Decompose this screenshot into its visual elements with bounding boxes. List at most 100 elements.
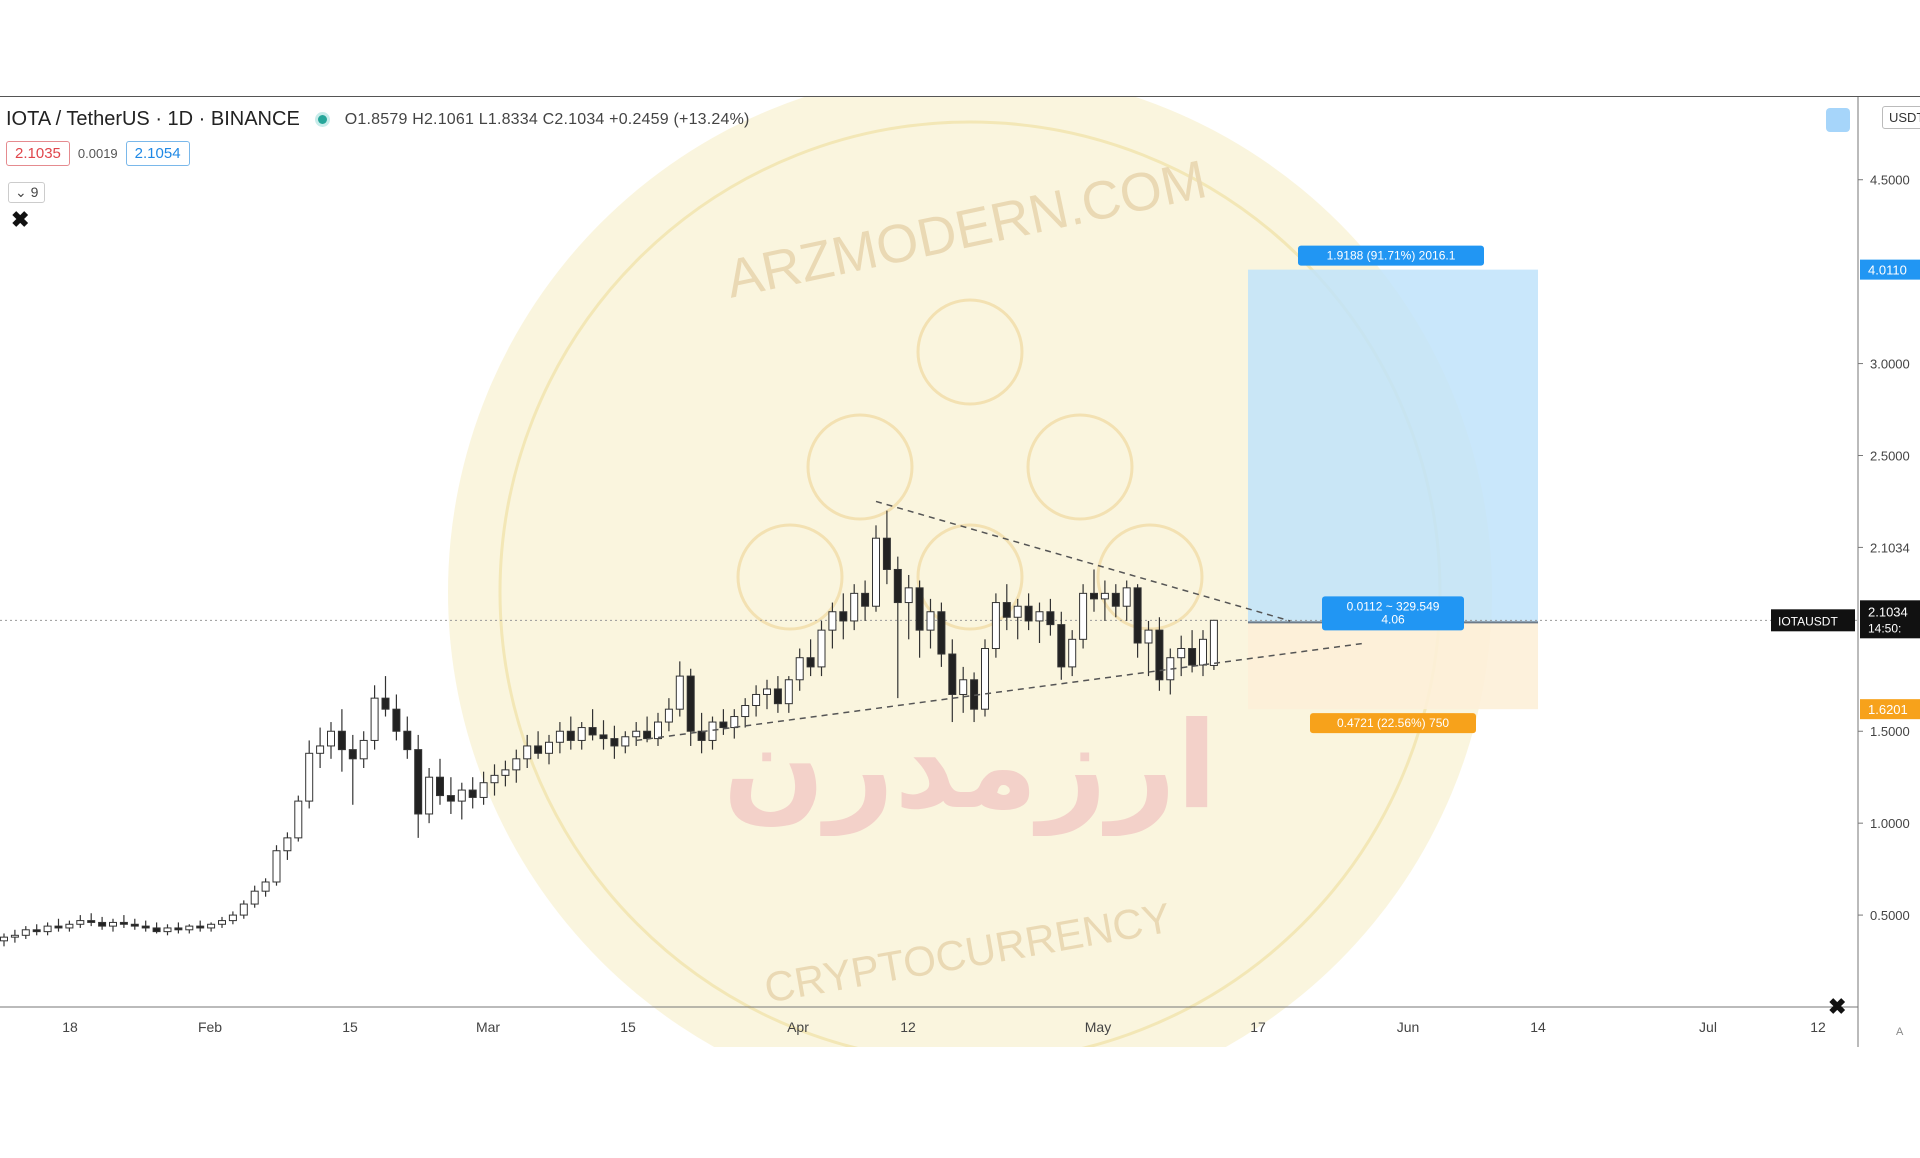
symbol-tag: IOTAUSDT xyxy=(1778,614,1838,628)
candle xyxy=(457,782,466,820)
spread-value: 0.0019 xyxy=(77,146,118,161)
candle-body-down xyxy=(893,568,902,604)
candle-body-up xyxy=(1013,605,1022,618)
candle xyxy=(512,749,521,783)
candle xyxy=(261,878,270,897)
candle-body-up xyxy=(1177,648,1186,659)
candle-body-down xyxy=(414,749,423,815)
candle xyxy=(1188,630,1197,673)
candle-body-up xyxy=(1209,619,1218,666)
candle-body-up xyxy=(1199,638,1207,666)
candle xyxy=(1144,620,1153,677)
candle-body-up xyxy=(228,914,237,922)
candle xyxy=(1133,584,1142,658)
symbol-title[interactable]: IOTA / TetherUS · 1D · BINANCE xyxy=(6,108,300,130)
candle-body-down xyxy=(436,776,444,797)
watermark-seal xyxy=(448,97,1492,1047)
candle xyxy=(1024,593,1033,631)
trendline-lower-support xyxy=(636,642,1367,742)
candle-body-up xyxy=(828,611,837,631)
x-tick-label: Mar xyxy=(476,1019,500,1035)
x-tick-label: 17 xyxy=(1250,1019,1266,1035)
candle xyxy=(937,602,946,667)
candle-body-up xyxy=(370,697,379,741)
candle-body-down xyxy=(54,925,63,929)
candle xyxy=(555,722,564,754)
candle-body-up xyxy=(185,925,194,931)
candle-body-down xyxy=(87,920,96,923)
target-label: 1.9188 (91.71%) 2016.1 xyxy=(1327,249,1456,263)
sell-price-button[interactable]: 2.1035 xyxy=(6,141,70,166)
x-tick-label: 15 xyxy=(620,1019,636,1035)
candle xyxy=(773,676,782,713)
layout-square-icon[interactable] xyxy=(1826,108,1850,132)
candle-body-down xyxy=(392,708,401,732)
candle xyxy=(130,918,139,930)
candle xyxy=(370,685,379,750)
candle xyxy=(1199,630,1207,677)
candle-body-up xyxy=(163,927,172,933)
candle xyxy=(174,922,183,934)
position-zones[interactable] xyxy=(1248,269,1538,710)
chart-area[interactable]: ARZMODERN.COM ارزمدرن CRYPTOCURRENCY 4.500… xyxy=(0,96,1920,1047)
candle xyxy=(218,916,226,928)
x-tick-label: Feb xyxy=(198,1019,222,1035)
buy-price-button[interactable]: 2.1054 xyxy=(125,141,190,166)
candle-body-up xyxy=(926,611,935,631)
candle-body-up xyxy=(43,925,52,933)
candle-body-up xyxy=(479,782,488,798)
candle xyxy=(76,915,85,928)
candle-body-down xyxy=(1111,592,1120,607)
candle-body-up xyxy=(294,800,303,839)
symbol-tag-bg xyxy=(1771,609,1855,632)
candle xyxy=(566,716,575,750)
auto-scale-icon[interactable]: A xyxy=(1896,1026,1904,1038)
candle xyxy=(1046,598,1055,636)
candle-body-down xyxy=(337,730,346,751)
target-zone xyxy=(1248,269,1538,623)
candle-body-up xyxy=(512,758,521,771)
candle xyxy=(10,929,19,943)
candle xyxy=(152,922,161,934)
candle xyxy=(577,722,586,750)
candle xyxy=(65,920,74,932)
trendline-group[interactable] xyxy=(636,500,1367,742)
candle xyxy=(959,666,968,713)
entry-label: 4.06 xyxy=(1381,612,1405,626)
candle-body-down xyxy=(861,592,870,607)
candle-body-up xyxy=(959,679,968,695)
candle xyxy=(490,764,499,796)
candle xyxy=(479,771,488,805)
candle-body-down xyxy=(348,749,357,760)
candle-body-up xyxy=(327,730,335,747)
x-tick-label: 18 xyxy=(62,1019,78,1035)
indicators-toggle[interactable]: ⌄ 9 xyxy=(8,182,46,203)
last-price-tag-bg xyxy=(1860,600,1920,639)
candle-body-up xyxy=(501,769,510,776)
close-icon[interactable]: ✖ xyxy=(11,207,30,232)
currency-button[interactable]: USDT xyxy=(1882,106,1920,129)
candle-body-up xyxy=(425,776,434,815)
close-icon[interactable]: ✖ xyxy=(1828,994,1847,1019)
x-tick-label: Apr xyxy=(787,1019,809,1035)
candle xyxy=(1068,630,1077,677)
stop-zone xyxy=(1248,622,1538,710)
candle xyxy=(381,676,390,717)
countdown-label: 14:50: xyxy=(1868,621,1901,635)
candle xyxy=(1155,617,1164,691)
candle xyxy=(795,648,804,691)
candle xyxy=(468,777,477,809)
candle xyxy=(425,768,434,824)
candle xyxy=(1002,584,1011,631)
ohlc-values: O1.8579 H2.1061 L1.8334 C2.1034 +0.2459 … xyxy=(344,110,750,128)
candle xyxy=(414,734,423,838)
stop-price-tag: 1.6201 xyxy=(1868,702,1908,717)
candle-body-down xyxy=(566,730,575,741)
candle-body-up xyxy=(904,587,913,604)
candle-body-up xyxy=(316,745,325,754)
candle-body-down xyxy=(141,925,150,929)
candle xyxy=(915,580,924,658)
candle xyxy=(185,924,194,934)
